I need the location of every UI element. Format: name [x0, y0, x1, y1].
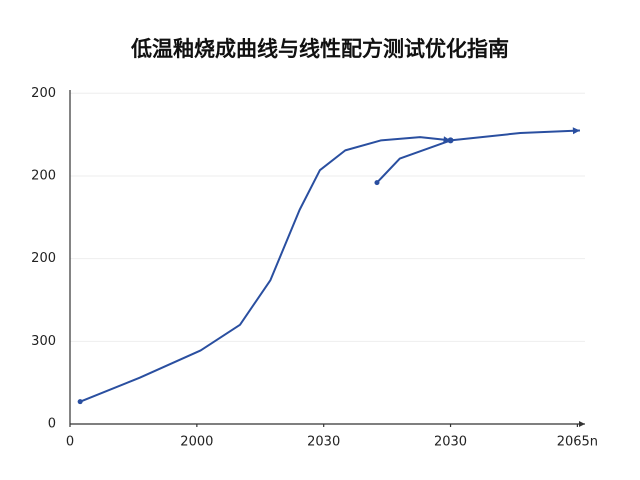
y-tick-label: 200 — [31, 168, 56, 183]
x-tick-label: 2030 — [434, 435, 467, 450]
start-dot — [374, 180, 380, 186]
x-tick-label: 2065n — [557, 435, 598, 450]
join-dot — [447, 137, 454, 144]
x-tick-label: 2000 — [180, 435, 213, 450]
y-tick-label: 200 — [31, 86, 56, 101]
x-tick-label: 0 — [66, 435, 74, 450]
chart-title: 低温釉烧成曲线与线性配方测试优化指南 — [130, 37, 509, 61]
y-tick-label: 0 — [48, 417, 56, 432]
y-tick-label: 200 — [31, 251, 56, 266]
end-arrow — [572, 127, 580, 135]
x-tick-label: 2030 — [307, 435, 340, 450]
x-axis-arrow — [579, 421, 585, 427]
series-line — [79, 136, 451, 403]
start-arrow — [77, 399, 83, 405]
y-tick-label: 300 — [31, 334, 56, 349]
